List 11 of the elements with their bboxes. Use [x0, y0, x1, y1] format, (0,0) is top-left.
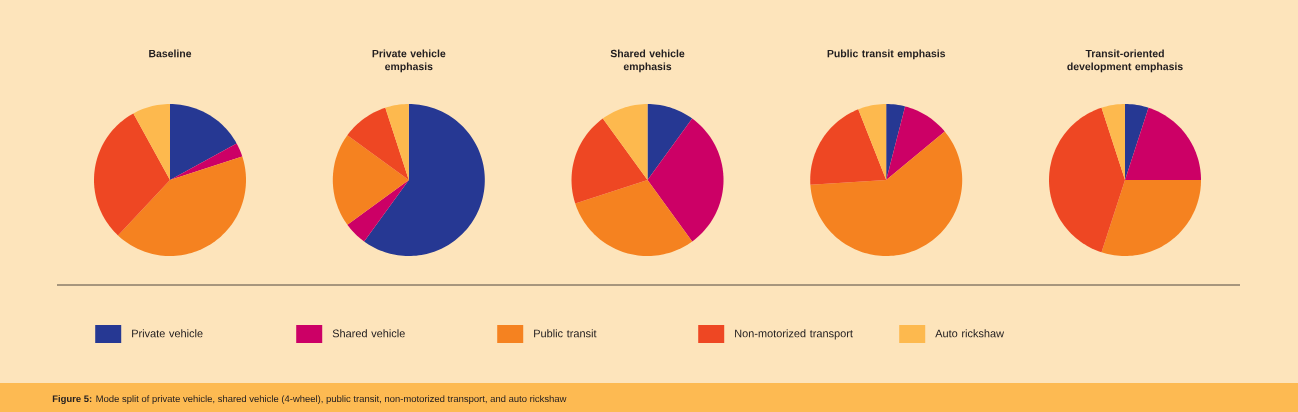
chart-title: Shared vehicle emphasis — [610, 49, 685, 73]
text: Figure 5: Mode split of private vehicle, shared vehicle (4-wheel), public transit, non-motorized transport, and auto rickshaw — [52, 395, 567, 405]
chart-title: Private vehicle emphasis — [372, 49, 446, 73]
legend-label: Public transit — [534, 329, 597, 338]
chart-title: Transit-oriented development emphasis — [1067, 49, 1183, 73]
chart-title: Public transit emphasis — [827, 49, 946, 60]
legend-label: Auto rickshaw — [935, 329, 1005, 338]
chart-title: Baseline — [149, 49, 192, 58]
legend-label: Private vehicle — [132, 329, 203, 338]
legend-label: Shared vehicle — [332, 329, 405, 338]
legend-label: Non-motorized transport — [735, 329, 853, 340]
